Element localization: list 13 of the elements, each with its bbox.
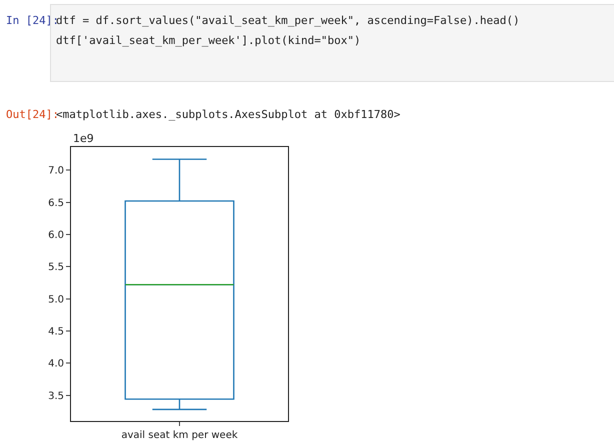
y-tick-label: 7.0 (48, 166, 64, 177)
y-tick-label: 5.0 (48, 294, 64, 306)
y-tick-label: 6.0 (48, 230, 64, 241)
y-tick-label: 4.0 (48, 358, 64, 370)
text: dtf = df.sort_values("avail_seat_km_per_week", ascending=False).head() (56, 14, 520, 27)
y-tick-label: 6.5 (48, 198, 64, 209)
y-tick-label: 4.5 (48, 326, 64, 338)
text: 1e9 (73, 132, 94, 145)
y-tick-label: 5.5 (48, 262, 64, 274)
x-tick-label: avail seat km per week (121, 430, 238, 441)
y-tick-label: 3.5 (48, 390, 64, 402)
text: <matplotlib.axes._subplots.AxesSubplot at 0xbf11780> (56, 108, 400, 121)
text: dtf['avail_seat_km_per_week'].plot(kind="box") (56, 34, 361, 47)
